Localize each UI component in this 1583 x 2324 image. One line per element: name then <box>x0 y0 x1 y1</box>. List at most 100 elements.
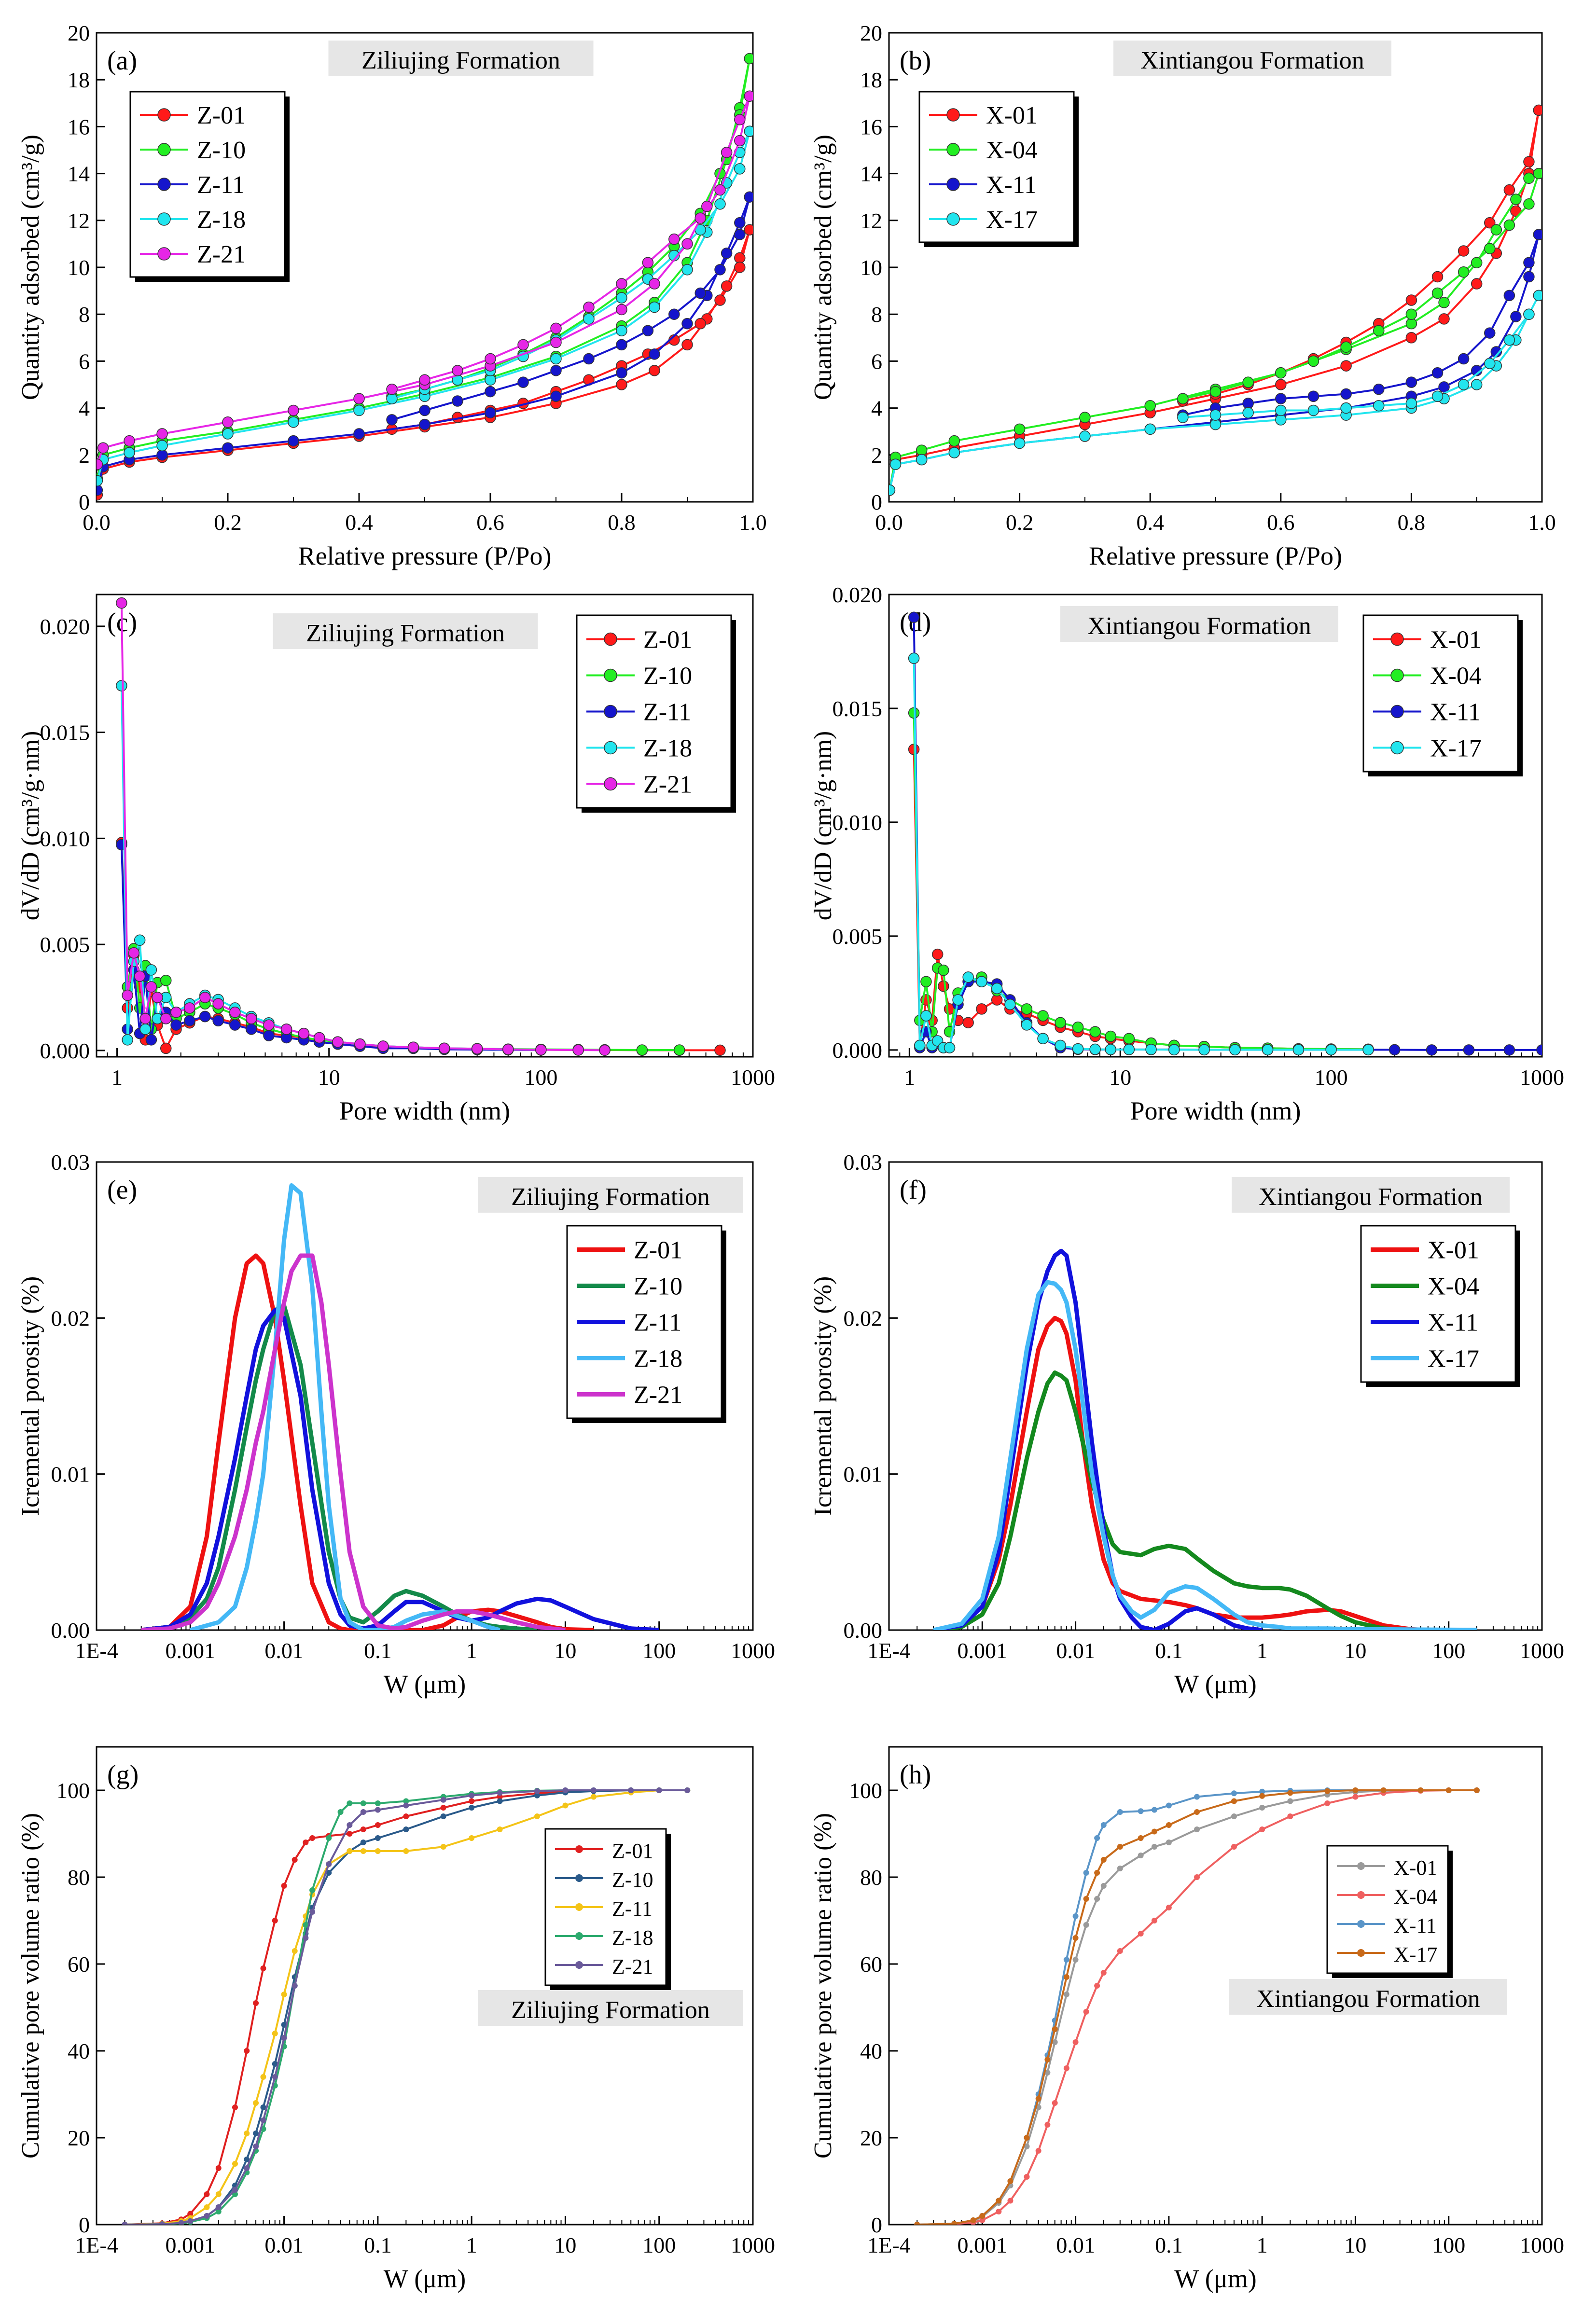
data-point <box>681 318 693 330</box>
data-point <box>281 1992 287 1997</box>
data-point <box>948 435 960 447</box>
data-point <box>1275 367 1287 379</box>
data-point <box>1117 1844 1123 1850</box>
chart-panel-c: 1 10 100 1000 0.000 0.005 0.010 0.015 0.020 Pore … <box>17 594 775 1125</box>
data-point <box>583 353 595 365</box>
data-point <box>1037 1010 1049 1022</box>
data-point <box>303 1840 309 1845</box>
data-point <box>1352 1787 1359 1793</box>
data-point <box>260 2104 266 2110</box>
data-point <box>1168 1044 1180 1056</box>
data-point <box>215 2204 222 2210</box>
data-point <box>1275 404 1287 416</box>
data-point <box>326 1835 332 1841</box>
series-line-X-04 <box>913 713 1369 1051</box>
data-point <box>1292 1044 1305 1056</box>
data-point <box>419 404 430 416</box>
data-point <box>272 2061 278 2067</box>
data-point <box>152 992 163 1003</box>
data-point <box>128 947 140 959</box>
data-point <box>1151 1807 1157 1813</box>
data-point <box>229 1006 241 1018</box>
data-point <box>1194 1826 1200 1832</box>
title-box <box>328 41 594 76</box>
data-point <box>313 1032 325 1044</box>
data-point <box>469 1805 475 1811</box>
x-tick-label: 1 <box>466 2233 477 2257</box>
title-box <box>1229 1979 1507 2015</box>
legend-label: Z-11 <box>612 1897 653 1921</box>
data-point <box>590 1794 597 1800</box>
x-tick-label: 1E-4 <box>867 2233 910 2257</box>
data-point <box>281 1883 287 1889</box>
data-point <box>353 393 365 404</box>
data-point <box>550 353 562 365</box>
data-point <box>347 1831 353 1837</box>
data-point <box>326 1861 332 1867</box>
data-point <box>656 1787 662 1793</box>
y-tick-label: 0.00 <box>51 1618 90 1643</box>
data-point <box>469 1798 475 1804</box>
data-point <box>1259 1826 1265 1832</box>
data-point <box>1063 1974 1069 1980</box>
legend-marker <box>157 108 171 122</box>
data-point <box>916 454 928 466</box>
data-point <box>1405 376 1417 388</box>
data-point <box>497 1826 503 1832</box>
data-point <box>1117 1809 1123 1815</box>
data-point <box>347 1848 353 1854</box>
data-point <box>1083 1922 1089 1928</box>
data-point <box>1523 156 1535 168</box>
data-point <box>281 2035 287 2041</box>
data-point <box>744 125 753 137</box>
data-point <box>734 262 746 273</box>
data-point <box>229 1019 241 1031</box>
data-point <box>1431 367 1444 379</box>
data-point <box>124 435 135 447</box>
data-point <box>253 2100 259 2106</box>
data-point <box>1021 1003 1033 1015</box>
title-box <box>478 1990 743 2026</box>
y-tick-label: 60 <box>68 1952 90 1977</box>
x-tick-label: 1E-4 <box>75 1638 118 1663</box>
y-tick-label: 10 <box>860 255 882 280</box>
legend-marker <box>604 632 617 646</box>
x-tick-label: 0.6 <box>476 510 504 535</box>
legend-marker <box>575 1903 583 1911</box>
data-point <box>156 440 168 452</box>
data-point <box>976 976 987 988</box>
x-axis-label: W (μm) <box>384 2264 466 2293</box>
legend-label: X-17 <box>986 206 1038 234</box>
data-point <box>684 1787 691 1793</box>
legend-marker <box>157 178 171 191</box>
legend-label: X-11 <box>986 171 1037 199</box>
data-point <box>1072 1021 1084 1033</box>
data-point <box>991 982 1003 995</box>
y-tick-label: 0.01 <box>51 1462 90 1487</box>
data-point <box>375 1848 381 1854</box>
x-axis-label: Pore width (nm) <box>1130 1096 1301 1125</box>
data-point <box>938 980 949 992</box>
x-tick-label: 0.2 <box>1006 510 1034 535</box>
data-point <box>419 418 430 430</box>
data-point <box>272 2031 278 2036</box>
x-tick-label: 1 <box>1257 2233 1268 2257</box>
data-point <box>889 458 902 470</box>
data-point <box>1405 308 1417 320</box>
data-point <box>951 2221 958 2225</box>
data-point <box>1166 1905 1172 1910</box>
data-point <box>407 1041 419 1053</box>
x-tick-label: 0.8 <box>608 510 636 535</box>
legend-label: Z-18 <box>197 206 246 234</box>
chart-title: Xintiangou Formation <box>1087 612 1311 640</box>
data-point <box>139 1013 151 1024</box>
chart-title: Ziliujing Formation <box>511 1183 710 1211</box>
series-line-Z-21 <box>97 95 751 465</box>
legend-label: X-17 <box>1430 735 1482 762</box>
series-Z-21 <box>116 597 611 1056</box>
y-tick-label: 6 <box>79 349 90 374</box>
y-tick-label: 4 <box>871 396 882 421</box>
title-box <box>273 613 538 649</box>
data-point <box>908 611 920 623</box>
data-point <box>1324 1800 1331 1806</box>
